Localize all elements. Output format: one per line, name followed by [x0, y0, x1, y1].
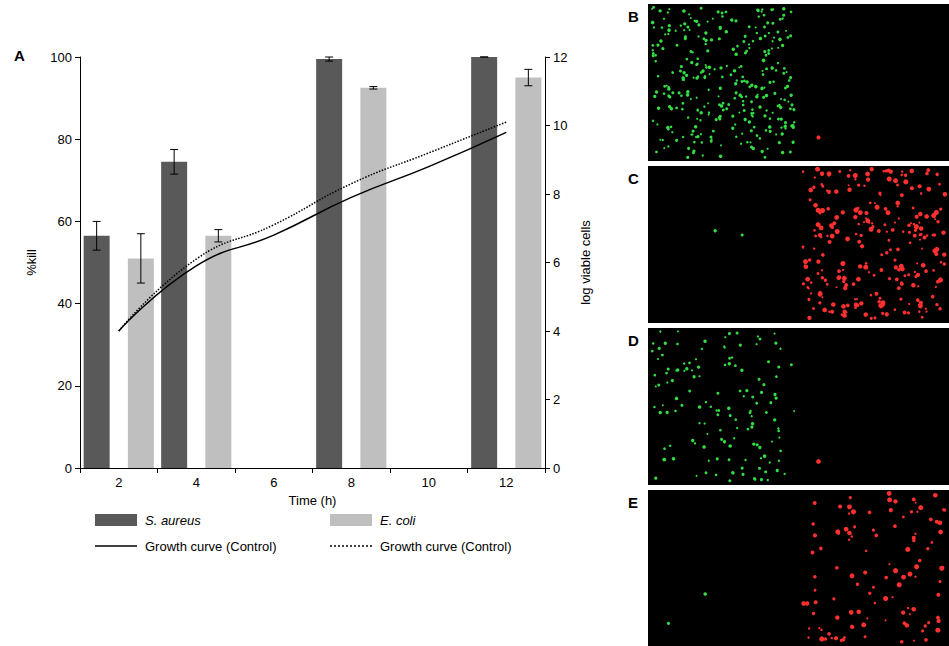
svg-text:10: 10 — [422, 475, 436, 490]
svg-text:100: 100 — [50, 50, 72, 65]
svg-text:Growth curve (Control): Growth curve (Control) — [145, 539, 276, 554]
svg-text:8: 8 — [553, 187, 560, 202]
svg-text:Time (h): Time (h) — [289, 493, 337, 508]
svg-text:D: D — [628, 332, 639, 349]
svg-text:0: 0 — [553, 461, 560, 476]
svg-text:12: 12 — [499, 475, 513, 490]
svg-text:E: E — [628, 494, 638, 511]
svg-text:6: 6 — [270, 475, 277, 490]
svg-text:A: A — [14, 47, 25, 64]
svg-text:60: 60 — [58, 214, 72, 229]
svg-text:80: 80 — [58, 132, 72, 147]
svg-text:2: 2 — [115, 475, 122, 490]
svg-text:B: B — [628, 8, 639, 25]
svg-text:%kill: %kill — [24, 249, 39, 276]
svg-text:0: 0 — [65, 461, 72, 476]
svg-text:E. coli: E. coli — [380, 513, 417, 528]
svg-text:8: 8 — [348, 475, 355, 490]
svg-text:4: 4 — [193, 475, 200, 490]
svg-text:log viable cells: log viable cells — [578, 220, 593, 305]
svg-text:S. aureus: S. aureus — [145, 513, 201, 528]
svg-text:Growth curve (Control): Growth curve (Control) — [380, 539, 511, 554]
svg-text:40: 40 — [58, 296, 72, 311]
svg-text:4: 4 — [553, 324, 560, 339]
svg-text:2: 2 — [553, 392, 560, 407]
svg-text:12: 12 — [553, 50, 567, 65]
svg-text:20: 20 — [58, 378, 72, 393]
svg-text:C: C — [628, 170, 639, 187]
svg-text:10: 10 — [553, 118, 567, 133]
svg-text:6: 6 — [553, 255, 560, 270]
